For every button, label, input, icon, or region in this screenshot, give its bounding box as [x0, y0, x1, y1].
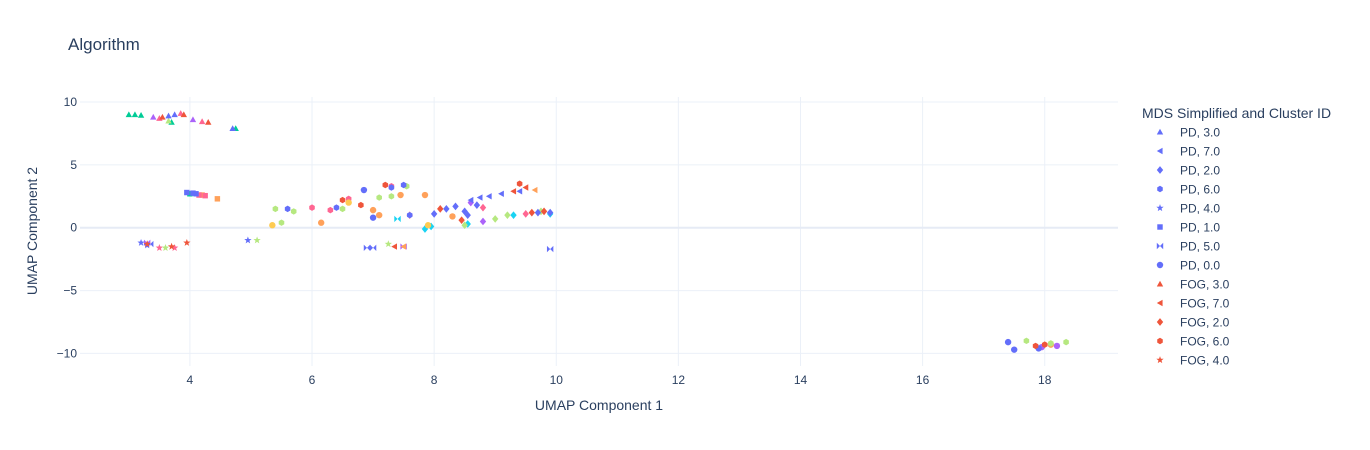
data-point: [1011, 346, 1017, 352]
x-tick-label: 14: [794, 373, 808, 387]
data-point: [376, 212, 382, 218]
data-point: [422, 192, 428, 198]
data-point: [193, 191, 198, 196]
x-tick-label: 4: [187, 373, 194, 387]
y-tick-label: 5: [70, 158, 77, 172]
legend-title: MDS Simplified and Cluster ID: [1142, 105, 1331, 121]
data-point: [370, 214, 376, 220]
data-point: [184, 190, 189, 195]
legend-label: PD, 4.0: [1180, 202, 1220, 216]
data-point: [449, 213, 455, 219]
data-point: [1005, 339, 1011, 345]
x-tick-label: 8: [431, 373, 438, 387]
x-tick-label: 6: [309, 373, 316, 387]
legend-marker: [1157, 262, 1163, 268]
data-point: [345, 199, 351, 205]
y-tick-label: −10: [57, 346, 78, 360]
legend-label: PD, 5.0: [1180, 240, 1220, 254]
x-tick-label: 16: [916, 373, 930, 387]
legend-label: PD, 2.0: [1180, 164, 1220, 178]
x-tick-label: 18: [1038, 373, 1052, 387]
data-point: [397, 192, 403, 198]
data-point: [361, 187, 367, 193]
legend-label: PD, 0.0: [1180, 259, 1220, 273]
data-point: [370, 207, 376, 213]
legend-label: PD, 1.0: [1180, 221, 1220, 235]
data-point: [318, 220, 324, 226]
data-point: [202, 193, 207, 198]
data-point: [425, 222, 431, 228]
legend-marker: [1157, 224, 1162, 229]
legend-label: FOG, 2.0: [1180, 316, 1230, 330]
legend-label: PD, 3.0: [1180, 126, 1220, 140]
data-point: [215, 196, 220, 201]
data-point: [1054, 343, 1060, 349]
data-point: [269, 222, 275, 228]
y-tick-label: 0: [70, 221, 77, 235]
legend-label: FOG, 6.0: [1180, 335, 1230, 349]
x-tick-label: 12: [672, 373, 686, 387]
x-tick-label: 10: [550, 373, 564, 387]
chart-title: Algorithm: [68, 35, 140, 54]
x-axis-title: UMAP Component 1: [535, 397, 663, 413]
y-axis-title: UMAP Component 2: [24, 167, 40, 295]
legend-label: PD, 6.0: [1180, 183, 1220, 197]
legend-label: FOG, 7.0: [1180, 297, 1230, 311]
y-tick-label: −5: [63, 284, 77, 298]
legend-label: FOG, 4.0: [1180, 354, 1230, 368]
legend-label: PD, 7.0: [1180, 145, 1220, 159]
y-tick-label: 10: [64, 95, 78, 109]
legend-label: FOG, 3.0: [1180, 278, 1230, 292]
